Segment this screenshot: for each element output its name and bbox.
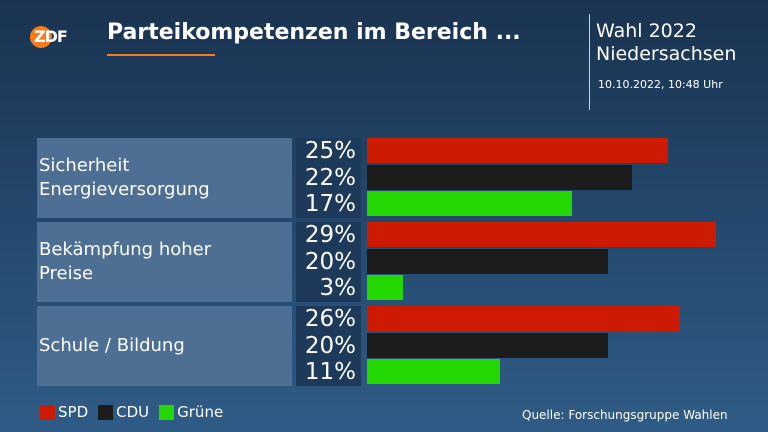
legend: SPD CDU Grüne xyxy=(40,402,233,422)
source-note: Quelle: Forschungsgruppe Wahlen xyxy=(522,408,728,422)
legend-swatch-cdu xyxy=(98,404,114,420)
legend-item-gruene: Grüne xyxy=(159,403,223,421)
category-box: Bekämpfung hoher Preise xyxy=(37,222,292,302)
category-box: Schule / Bildung xyxy=(37,306,292,386)
data-label-gruene: 17% xyxy=(304,191,356,217)
bar-cdu xyxy=(367,332,608,358)
bar-spd xyxy=(367,222,717,247)
zdf-logo: ZDF xyxy=(30,26,68,48)
data-label-gruene: 11% xyxy=(304,359,356,385)
election-label: Wahl 2022 Niedersachsen xyxy=(596,20,736,66)
bar-spd xyxy=(367,306,681,331)
legend-label-cdu: CDU xyxy=(116,403,150,421)
election-region: Niedersachsen xyxy=(596,43,737,65)
header-divider xyxy=(589,14,590,110)
category-label: Schule / Bildung xyxy=(39,335,185,356)
data-label-cdu: 20% xyxy=(304,248,356,275)
category-label: Sicherheit Energieversorgung xyxy=(39,155,210,200)
percent-column: 26% 20% 11% xyxy=(296,306,361,386)
logo-text: ZDF xyxy=(34,27,68,46)
data-label-spd: 26% xyxy=(304,306,356,332)
data-label-spd: 29% xyxy=(304,222,356,248)
election-year: Wahl 2022 xyxy=(596,20,697,42)
percent-column: 29% 20% 3% xyxy=(296,222,361,302)
title-underline xyxy=(107,54,215,56)
legend-item-spd: SPD xyxy=(40,403,88,421)
bar-cdu xyxy=(367,248,608,274)
legend-swatch-spd xyxy=(40,404,55,420)
percent-column: 25% 22% 17% xyxy=(296,138,361,218)
bar-spd xyxy=(367,138,669,163)
data-label-cdu: 22% xyxy=(304,164,356,191)
bar-gruene xyxy=(367,275,404,300)
data-label-spd: 25% xyxy=(304,138,356,164)
timestamp: 10.10.2022, 10:48 Uhr xyxy=(598,78,723,91)
category-label: Bekämpfung hoher Preise xyxy=(39,239,212,284)
data-label-gruene: 3% xyxy=(319,275,357,301)
category-box: Sicherheit Energieversorgung xyxy=(37,138,292,218)
legend-swatch-gruene xyxy=(159,404,175,420)
data-label-cdu: 20% xyxy=(304,332,356,359)
chart-title: Parteikompetenzen im Bereich ... xyxy=(107,20,521,45)
bar-gruene xyxy=(367,191,572,216)
bar-gruene xyxy=(367,359,500,384)
legend-label-gruene: Grüne xyxy=(177,403,224,421)
legend-item-cdu: CDU xyxy=(98,403,149,421)
bar-cdu xyxy=(367,164,633,190)
legend-label-spd: SPD xyxy=(58,403,89,421)
logo-circle xyxy=(30,26,52,48)
